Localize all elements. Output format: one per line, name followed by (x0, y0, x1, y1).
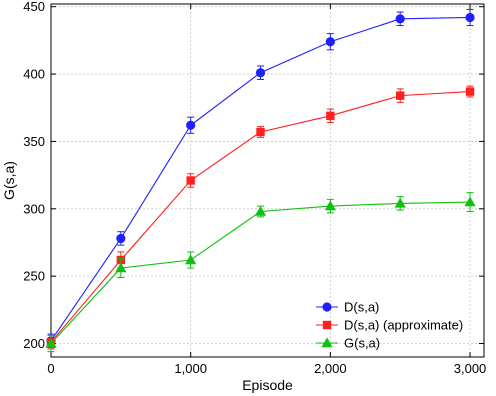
data-point (325, 37, 335, 47)
legend-marker (322, 302, 332, 312)
data-point (324, 200, 336, 211)
data-point (185, 254, 197, 265)
y-tick-label: 200 (23, 336, 45, 351)
x-tick-label: 3,000 (454, 361, 487, 376)
legend-label: G(s,a) (344, 336, 380, 351)
data-point (255, 68, 266, 78)
axis-ticks: 0 1,000 2,000 3,000 200 250 300 350 400 450 (23, 0, 486, 376)
data-point (465, 87, 475, 96)
data-point (115, 262, 127, 273)
data-point (395, 14, 405, 24)
x-tick-label: 1,000 (174, 361, 207, 376)
series-group (45, 192, 476, 353)
legend-label: D(s,a) (approximate) (344, 318, 463, 333)
data-point (45, 337, 57, 348)
y-tick-label: 400 (23, 67, 45, 82)
legend: D(s,a) D(s,a) (approximate) G(s,a) (316, 300, 463, 351)
x-tick-label: 0 (47, 361, 54, 376)
x-tick-label: 2,000 (314, 361, 347, 376)
x-axis-label: Episode (242, 377, 293, 393)
data-point (464, 196, 476, 207)
data-series (45, 8, 476, 353)
y-tick-label: 350 (23, 134, 45, 149)
legend-label: D(s,a) (344, 300, 379, 315)
data-point (394, 197, 406, 208)
y-tick-label: 450 (23, 0, 45, 14)
data-point (116, 233, 126, 244)
series-group (46, 85, 475, 350)
data-point (326, 111, 335, 121)
data-point (254, 205, 267, 216)
series-group (46, 8, 475, 349)
plot-area-frame (50, 3, 485, 358)
data-point (465, 12, 475, 23)
legend-marker (322, 320, 332, 330)
y-tick-label: 250 (23, 269, 45, 284)
y-tick-label: 300 (23, 201, 45, 216)
grid (50, 4, 484, 357)
data-point (395, 91, 405, 100)
data-point (256, 127, 265, 137)
legend-marker (321, 337, 333, 348)
data-point (186, 120, 196, 130)
y-axis-label: G(s,a) (1, 161, 17, 200)
data-point (186, 176, 195, 185)
